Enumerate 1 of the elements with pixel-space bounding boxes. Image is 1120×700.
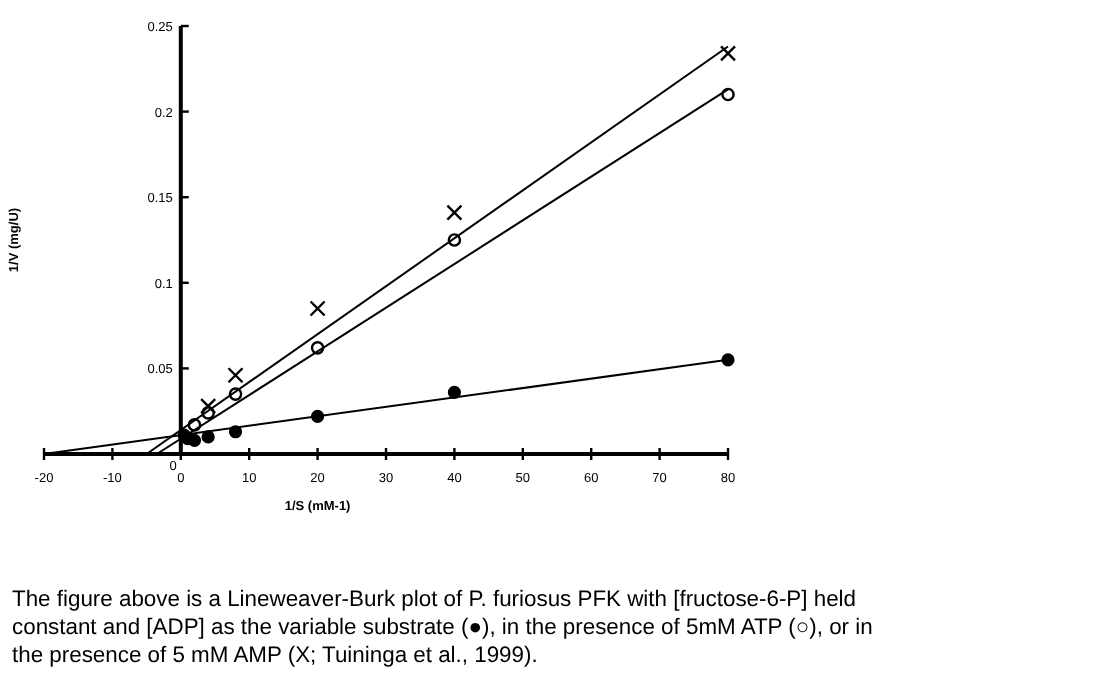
text: The figure above is a Lineweaver-Burk plot of P. furiosus PFK with [fructose-6-P] held constant and [ADP] as the variable substrate (●), in the presence of 5mM ATP (○), or in the presence of 5 mM AMP (X; Tuininga et al., 1999).	[12, 588, 873, 668]
